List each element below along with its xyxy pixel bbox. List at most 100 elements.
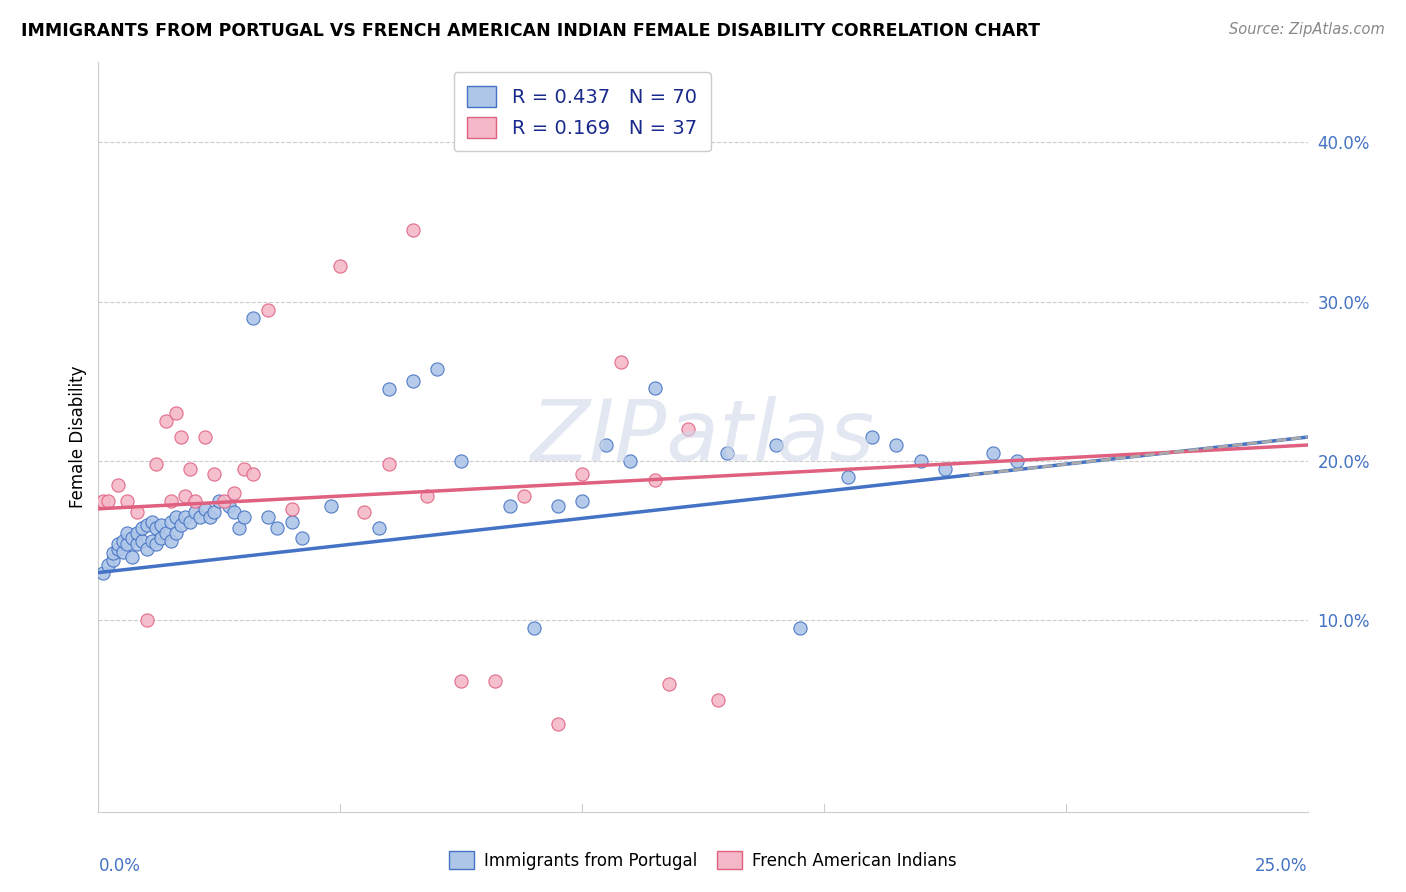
Point bbox=[127, 537, 149, 551]
Point bbox=[319, 499, 342, 513]
Point bbox=[101, 546, 124, 560]
Point bbox=[160, 493, 183, 508]
Point bbox=[228, 521, 250, 535]
Point bbox=[174, 489, 197, 503]
Point bbox=[135, 517, 157, 532]
Point bbox=[141, 515, 163, 529]
Point bbox=[281, 515, 304, 529]
Point bbox=[179, 515, 201, 529]
Point bbox=[256, 509, 278, 524]
Legend: R = 0.437   N = 70, R = 0.169   N = 37: R = 0.437 N = 70, R = 0.169 N = 37 bbox=[454, 72, 710, 152]
Point bbox=[886, 438, 908, 452]
Point bbox=[97, 558, 120, 572]
Point bbox=[450, 673, 472, 688]
Point bbox=[145, 457, 167, 471]
Point bbox=[145, 537, 167, 551]
Point bbox=[121, 531, 143, 545]
Point bbox=[222, 486, 245, 500]
Point bbox=[111, 533, 134, 548]
Point bbox=[127, 505, 149, 519]
Point bbox=[169, 517, 191, 532]
Point bbox=[368, 521, 391, 535]
Point bbox=[160, 515, 183, 529]
Point bbox=[266, 521, 288, 535]
Point bbox=[179, 462, 201, 476]
Point bbox=[426, 361, 449, 376]
Point bbox=[91, 493, 114, 508]
Point bbox=[281, 501, 304, 516]
Point bbox=[837, 470, 859, 484]
Point bbox=[523, 621, 546, 635]
Point bbox=[165, 509, 187, 524]
Point bbox=[208, 493, 231, 508]
Point bbox=[595, 438, 617, 452]
Point bbox=[353, 505, 375, 519]
Point bbox=[377, 382, 399, 396]
Legend: Immigrants from Portugal, French American Indians: Immigrants from Portugal, French America… bbox=[443, 845, 963, 877]
Point bbox=[789, 621, 811, 635]
Point bbox=[145, 521, 167, 535]
Point bbox=[860, 430, 883, 444]
Point bbox=[188, 509, 211, 524]
Point bbox=[184, 505, 207, 519]
Point bbox=[160, 533, 183, 548]
Point bbox=[150, 517, 173, 532]
Point bbox=[222, 505, 245, 519]
Text: IMMIGRANTS FROM PORTUGAL VS FRENCH AMERICAN INDIAN FEMALE DISABILITY CORRELATION: IMMIGRANTS FROM PORTUGAL VS FRENCH AMERI… bbox=[21, 22, 1040, 40]
Point bbox=[111, 545, 134, 559]
Point bbox=[107, 537, 129, 551]
Point bbox=[107, 478, 129, 492]
Point bbox=[155, 414, 177, 428]
Point bbox=[141, 533, 163, 548]
Point bbox=[765, 438, 787, 452]
Point bbox=[910, 454, 932, 468]
Point bbox=[117, 525, 139, 540]
Point bbox=[127, 525, 149, 540]
Point bbox=[610, 355, 633, 369]
Point bbox=[402, 223, 425, 237]
Point bbox=[981, 446, 1004, 460]
Point bbox=[184, 493, 207, 508]
Point bbox=[547, 717, 569, 731]
Point bbox=[1007, 454, 1029, 468]
Text: Source: ZipAtlas.com: Source: ZipAtlas.com bbox=[1229, 22, 1385, 37]
Point bbox=[131, 533, 153, 548]
Point bbox=[165, 406, 187, 420]
Point bbox=[644, 473, 666, 487]
Point bbox=[117, 537, 139, 551]
Point bbox=[155, 525, 177, 540]
Point bbox=[416, 489, 439, 503]
Point bbox=[547, 499, 569, 513]
Point bbox=[402, 374, 425, 388]
Point bbox=[194, 501, 217, 516]
Point bbox=[706, 693, 728, 707]
Point bbox=[242, 310, 264, 325]
Point bbox=[101, 553, 124, 567]
Point bbox=[329, 260, 352, 274]
Point bbox=[619, 454, 641, 468]
Point bbox=[135, 541, 157, 556]
Point bbox=[218, 499, 240, 513]
Point bbox=[644, 381, 666, 395]
Point bbox=[377, 457, 399, 471]
Point bbox=[169, 430, 191, 444]
Point bbox=[194, 430, 217, 444]
Text: 25.0%: 25.0% bbox=[1256, 856, 1308, 875]
Point bbox=[232, 462, 254, 476]
Text: ZIPatlas: ZIPatlas bbox=[531, 395, 875, 479]
Point bbox=[571, 493, 593, 508]
Point bbox=[121, 549, 143, 564]
Point bbox=[450, 454, 472, 468]
Point bbox=[150, 531, 173, 545]
Point bbox=[107, 541, 129, 556]
Text: 0.0%: 0.0% bbox=[98, 856, 141, 875]
Point bbox=[232, 509, 254, 524]
Point bbox=[484, 673, 506, 688]
Point bbox=[498, 499, 520, 513]
Point bbox=[716, 446, 738, 460]
Point bbox=[91, 566, 114, 580]
Point bbox=[290, 531, 312, 545]
Point bbox=[117, 493, 139, 508]
Point bbox=[198, 509, 221, 524]
Point bbox=[165, 525, 187, 540]
